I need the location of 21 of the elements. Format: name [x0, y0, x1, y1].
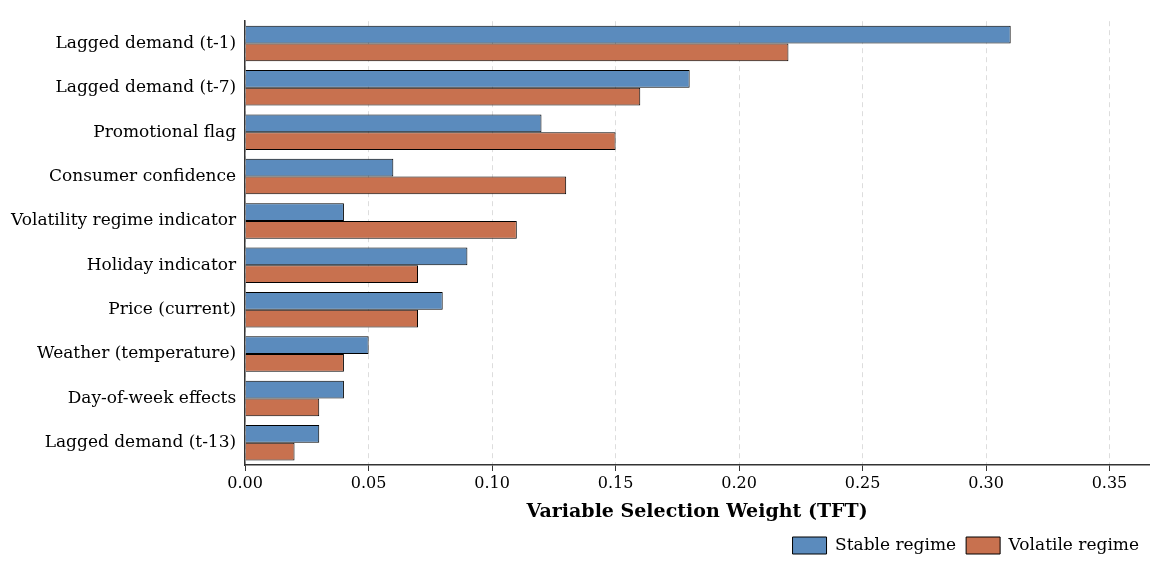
x-axis-title: Variable Selection Weight (TFT) — [525, 498, 868, 521]
y-tick-label: Volatility regime indicator — [9, 209, 238, 230]
y-tick-label: Weather (temperature) — [37, 342, 237, 363]
x-tick-label: 0.25 — [844, 472, 881, 492]
x-tick-label: 0.10 — [474, 472, 510, 492]
y-tick-label: Promotional flag — [93, 120, 237, 141]
x-tick-label: 0.15 — [597, 472, 634, 492]
y-tick-label: Price (current) — [108, 298, 237, 319]
y-tick-label: Lagged demand (t-1) — [55, 31, 237, 52]
y-tick-label: Consumer confidence — [49, 164, 237, 185]
y-tick-label: Lagged demand (t-7) — [55, 76, 237, 97]
x-tick-label: 0.35 — [1091, 472, 1128, 492]
y-tick-label: Day-of-week effects — [67, 386, 237, 407]
x-tick-label: 0.20 — [721, 472, 757, 492]
x-tick-label: 0.30 — [968, 472, 1004, 492]
legend-label: Stable regime — [835, 533, 957, 554]
y-tick-label: Lagged demand (t-13) — [44, 431, 237, 452]
legend-label: Volatile regime — [1007, 533, 1140, 554]
y-tick-label: Holiday indicator — [86, 253, 238, 274]
x-tick-label: 0.00 — [227, 472, 263, 492]
x-tick-label: 0.05 — [350, 472, 387, 492]
